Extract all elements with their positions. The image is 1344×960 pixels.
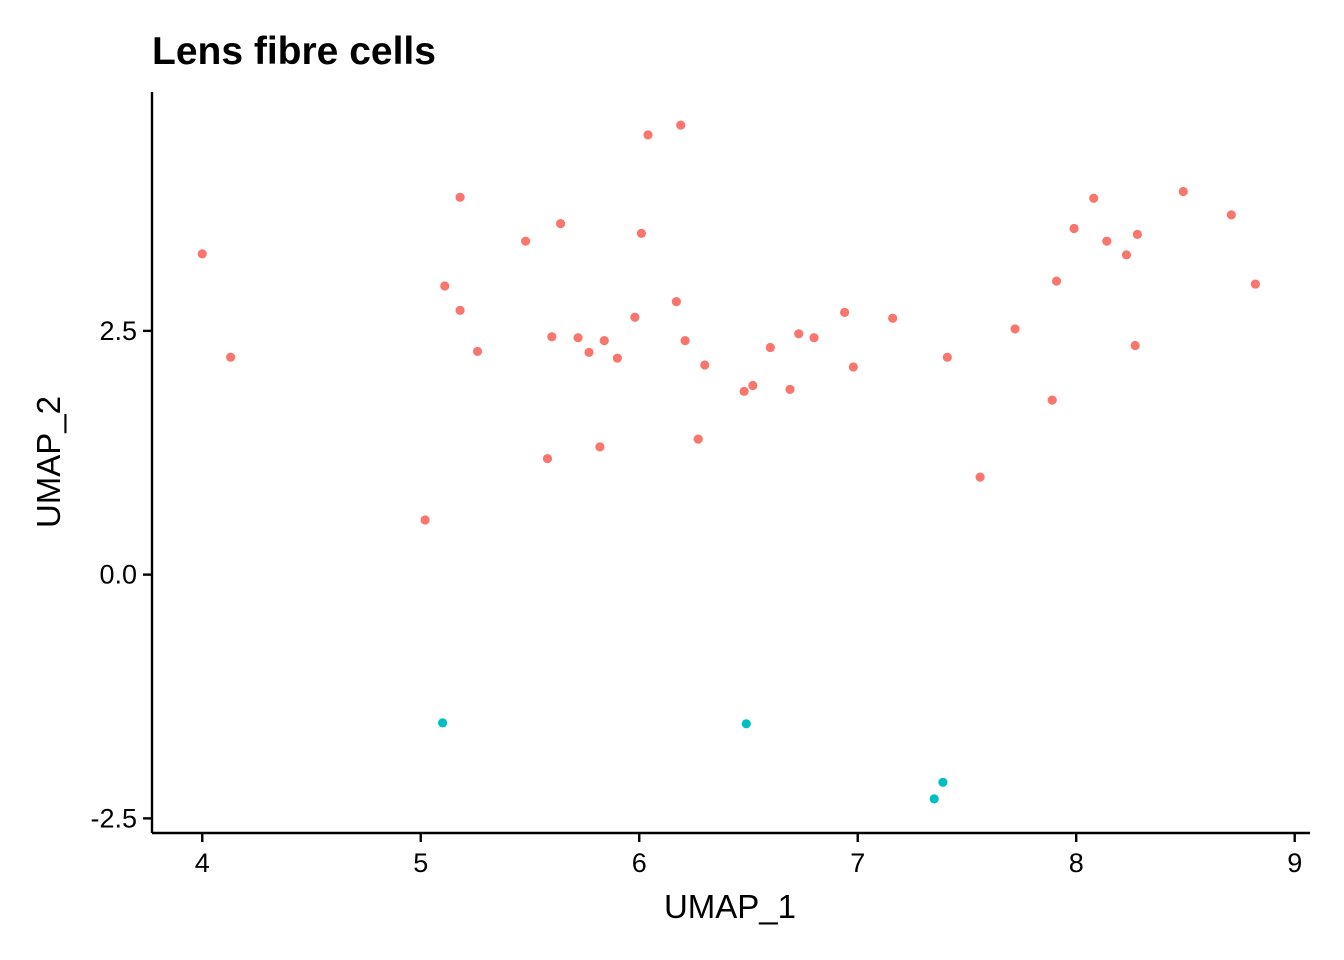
scatter-point-red <box>671 297 681 307</box>
points-layer <box>197 120 1260 804</box>
scatter-point-red <box>573 333 583 343</box>
scatter-point-red <box>455 305 465 315</box>
y-axis-title: UMAP_2 <box>30 396 67 528</box>
scatter-point-red <box>676 120 686 130</box>
scatter-point-red <box>636 228 647 238</box>
x-tick-label: 7 <box>850 848 865 878</box>
y-tick-label: 0.0 <box>99 560 137 590</box>
scatter-point-red <box>1047 395 1057 405</box>
scatter-point-red <box>680 336 690 346</box>
scatter-point-red <box>840 307 850 317</box>
scatter-point-red <box>1051 276 1062 286</box>
scatter-point-red <box>888 313 898 323</box>
scatter-point-red <box>1226 210 1236 220</box>
scatter-point-red <box>739 386 749 396</box>
scatter-point-red <box>700 360 710 370</box>
scatter-point-cyan <box>437 718 448 728</box>
scatter-point-red <box>472 346 483 356</box>
scatter-point-red <box>584 347 594 357</box>
y-axis-ticks: -2.5 0.0 2.5 <box>90 316 152 833</box>
scatter-point-red <box>226 352 236 362</box>
scatter-point-red <box>848 362 858 372</box>
scatter-point-red <box>455 192 465 202</box>
scatter-point-red <box>785 384 795 394</box>
y-tick-label: 2.5 <box>99 316 137 346</box>
scatter-point-red <box>765 342 775 353</box>
scatter-point-red <box>599 336 609 346</box>
scatter-point-cyan <box>929 794 939 804</box>
scatter-point-red <box>1130 340 1140 351</box>
scatter-point-cyan <box>741 719 751 729</box>
x-axis-title: UMAP_1 <box>664 888 796 925</box>
scatter-point-red <box>643 130 653 140</box>
scatter-point-red <box>555 219 566 229</box>
scatter-point-red <box>630 312 640 322</box>
scatter-point-red <box>1132 229 1142 239</box>
scatter-point-red <box>197 249 207 259</box>
x-tick-label: 6 <box>632 848 647 878</box>
scatter-point-red <box>1121 250 1132 260</box>
scatter-point-cyan <box>938 777 948 787</box>
chart-title: Lens fibre cells <box>152 30 436 73</box>
scatter-point-red <box>521 236 531 246</box>
scatter-point-red <box>612 353 622 363</box>
x-tick-label: 8 <box>1069 848 1084 878</box>
scatter-point-red <box>942 352 952 362</box>
scatter-point-red <box>1102 236 1112 246</box>
scatter-point-red <box>1010 324 1020 334</box>
scatter-point-red <box>1178 186 1188 197</box>
x-tick-label: 5 <box>413 848 428 878</box>
x-tick-label: 4 <box>195 848 210 878</box>
scatter-point-red <box>542 454 553 464</box>
scatter-point-red <box>1089 193 1099 203</box>
scatter-point-red <box>1069 223 1079 234</box>
scatter-point-red <box>420 515 430 525</box>
scatter-point-red <box>975 472 985 482</box>
scatter-point-red <box>748 380 758 391</box>
scatter-point-red <box>595 442 605 452</box>
scatter-point-red <box>547 332 557 342</box>
scatter-point-red <box>1250 279 1260 289</box>
y-tick-label: -2.5 <box>90 803 137 833</box>
x-axis-ticks: 4 5 6 7 8 9 <box>195 833 1302 878</box>
scatter-point-red <box>440 281 450 291</box>
x-tick-label: 9 <box>1287 848 1302 878</box>
scatter-point-red <box>794 329 804 339</box>
scatter-point-red <box>809 333 819 343</box>
scatter-point-red <box>693 434 703 444</box>
